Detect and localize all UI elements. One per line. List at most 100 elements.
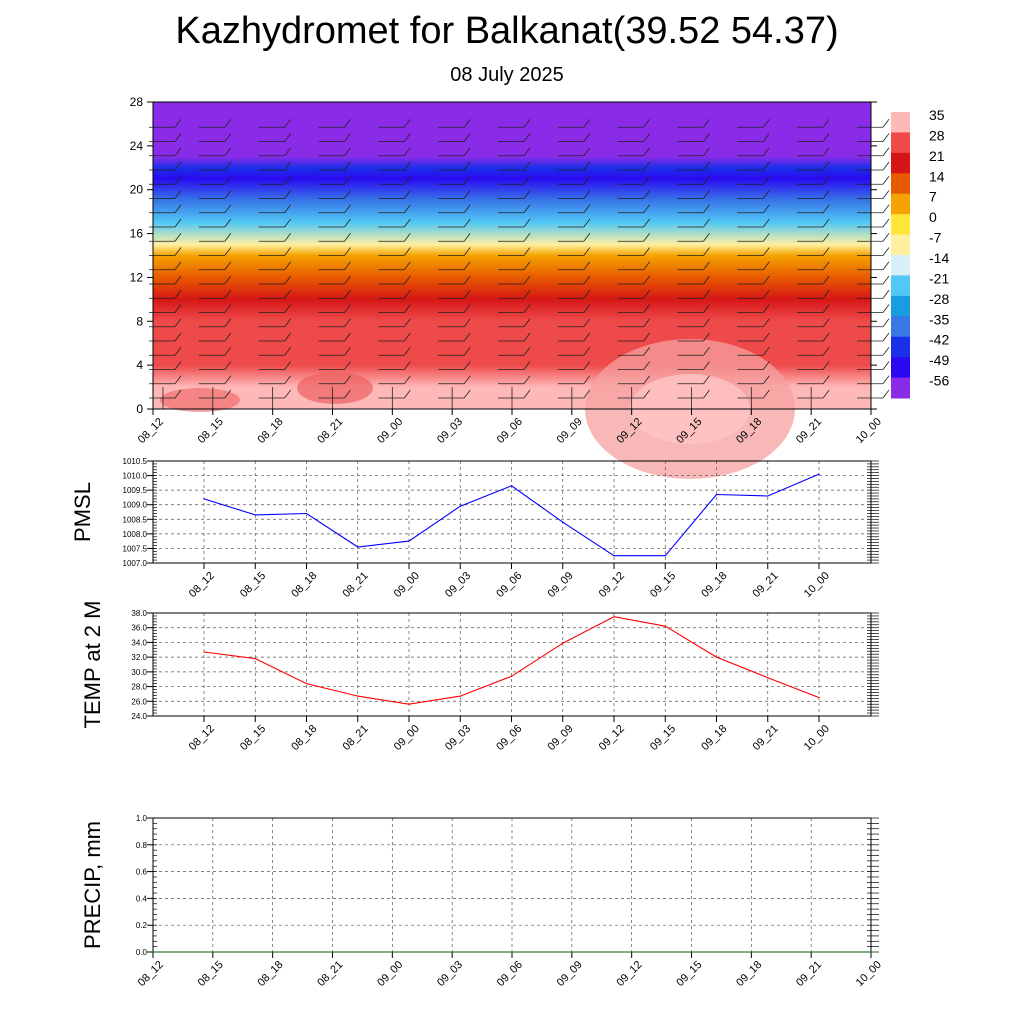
wind-barb — [318, 275, 351, 285]
wind-barb — [677, 133, 710, 142]
wind-barb — [857, 133, 890, 142]
warm-anomaly — [297, 372, 373, 404]
colorbar-swatch — [891, 255, 910, 276]
precip-panel — [147, 817, 879, 958]
wind-barb — [617, 304, 650, 313]
temp-2m-data-point — [767, 677, 769, 679]
wind-barb — [857, 318, 890, 328]
wind-barb — [677, 290, 710, 299]
wind-barb — [498, 389, 531, 399]
x-tick-label: 08_21 — [315, 416, 345, 446]
wind-barb — [438, 347, 471, 356]
x-tick-label: 09_06 — [494, 570, 524, 600]
wind-barb — [857, 332, 890, 342]
wind-barb — [797, 361, 830, 370]
y-tick-label: 8 — [136, 314, 143, 328]
precip-data-point — [451, 951, 453, 953]
wind-barb — [258, 347, 291, 356]
temp-2m-data-point — [254, 658, 256, 660]
x-tick-label: 08_15 — [196, 959, 226, 989]
precip-data-point — [631, 951, 633, 953]
x-tick-label: 08_15 — [238, 723, 268, 753]
wind-barb — [438, 304, 471, 313]
wind-barb — [677, 118, 710, 128]
wind-barb — [737, 190, 770, 199]
wind-barb — [737, 147, 770, 157]
wind-barb — [198, 204, 232, 214]
wind-barb — [498, 147, 531, 157]
wind-barb — [498, 175, 531, 185]
wind-barb — [378, 361, 411, 370]
wind-barb — [258, 304, 291, 313]
wind-barb — [737, 375, 770, 385]
wind-barb — [557, 261, 591, 271]
wind-barb — [857, 175, 890, 185]
temp-2m-data-point — [459, 695, 461, 697]
wind-barb — [797, 118, 830, 128]
y-tick-label: 26.0 — [131, 697, 147, 706]
y-tick-label: 12 — [130, 270, 144, 284]
wind-barb — [258, 204, 291, 214]
temp-2m-data-point — [305, 683, 308, 685]
wind-barb — [857, 118, 890, 128]
x-tick-label: 09_21 — [794, 416, 824, 446]
wind-barb — [677, 204, 710, 214]
x-tick-label: 09_15 — [674, 959, 704, 989]
wind-barb — [677, 161, 710, 171]
precip-data-point — [152, 951, 154, 953]
wind-barb — [498, 118, 531, 128]
y-tick-label: 28 — [130, 95, 144, 109]
y-axis-label: PMSL — [70, 482, 95, 542]
wind-barb — [378, 290, 411, 299]
wind-barb — [557, 275, 591, 285]
x-tick-label: 09_18 — [699, 723, 729, 753]
wind-barb — [258, 161, 291, 171]
wind-barb — [797, 218, 830, 228]
pmsl-data-point — [357, 546, 359, 548]
wind-barb — [737, 389, 770, 399]
x-tick-label: 09_03 — [443, 723, 473, 753]
wind-barb — [498, 161, 531, 171]
wind-barb — [258, 147, 291, 157]
y-tick-label: 32.0 — [131, 653, 147, 662]
x-tick-label: 10_00 — [802, 570, 832, 600]
y-tick-label: 1008.0 — [123, 530, 148, 539]
x-tick-label: 09_00 — [375, 416, 405, 446]
wind-barb — [557, 175, 591, 185]
wind-barb — [557, 389, 591, 399]
x-tick-label: 08_18 — [289, 723, 319, 753]
pmsl-data-point — [818, 473, 820, 475]
wind-barb — [617, 290, 650, 299]
wind-barb — [677, 233, 710, 242]
wind-barb — [677, 375, 710, 385]
wind-barb — [498, 233, 531, 242]
wind-barbs — [149, 118, 890, 409]
temp-2m-data-point — [715, 656, 718, 658]
wind-barb — [737, 218, 770, 228]
colorbar-swatch — [891, 357, 910, 379]
wind-barb — [318, 118, 351, 128]
precip-data-point — [690, 951, 693, 953]
y-tick-label: 0.4 — [136, 894, 148, 903]
wind-barb — [258, 118, 291, 128]
colorbar-label: 14 — [929, 168, 945, 184]
wind-barb — [617, 375, 650, 385]
y-tick-label: 38.0 — [131, 609, 147, 618]
x-tick-label: 09_21 — [751, 570, 781, 600]
x-tick-label: 09_00 — [392, 723, 422, 753]
wind-barb — [498, 332, 531, 342]
pmsl-data-point — [459, 505, 461, 507]
wind-barb — [438, 161, 471, 171]
wind-barb — [797, 290, 830, 299]
wind-barb — [438, 275, 471, 285]
wind-barb — [617, 347, 650, 356]
y-axis-label: TEMP at 2 M — [80, 601, 105, 729]
wind-barb — [737, 361, 770, 370]
x-tick-label: 09_03 — [435, 959, 465, 989]
x-tick-label: 09_00 — [392, 570, 422, 600]
chart-subtitle: 08 July 2025 — [450, 64, 564, 86]
wind-barb — [737, 332, 770, 342]
wind-barb — [378, 247, 411, 256]
wind-barb — [198, 275, 232, 285]
temp-2m-data-point — [562, 642, 564, 644]
